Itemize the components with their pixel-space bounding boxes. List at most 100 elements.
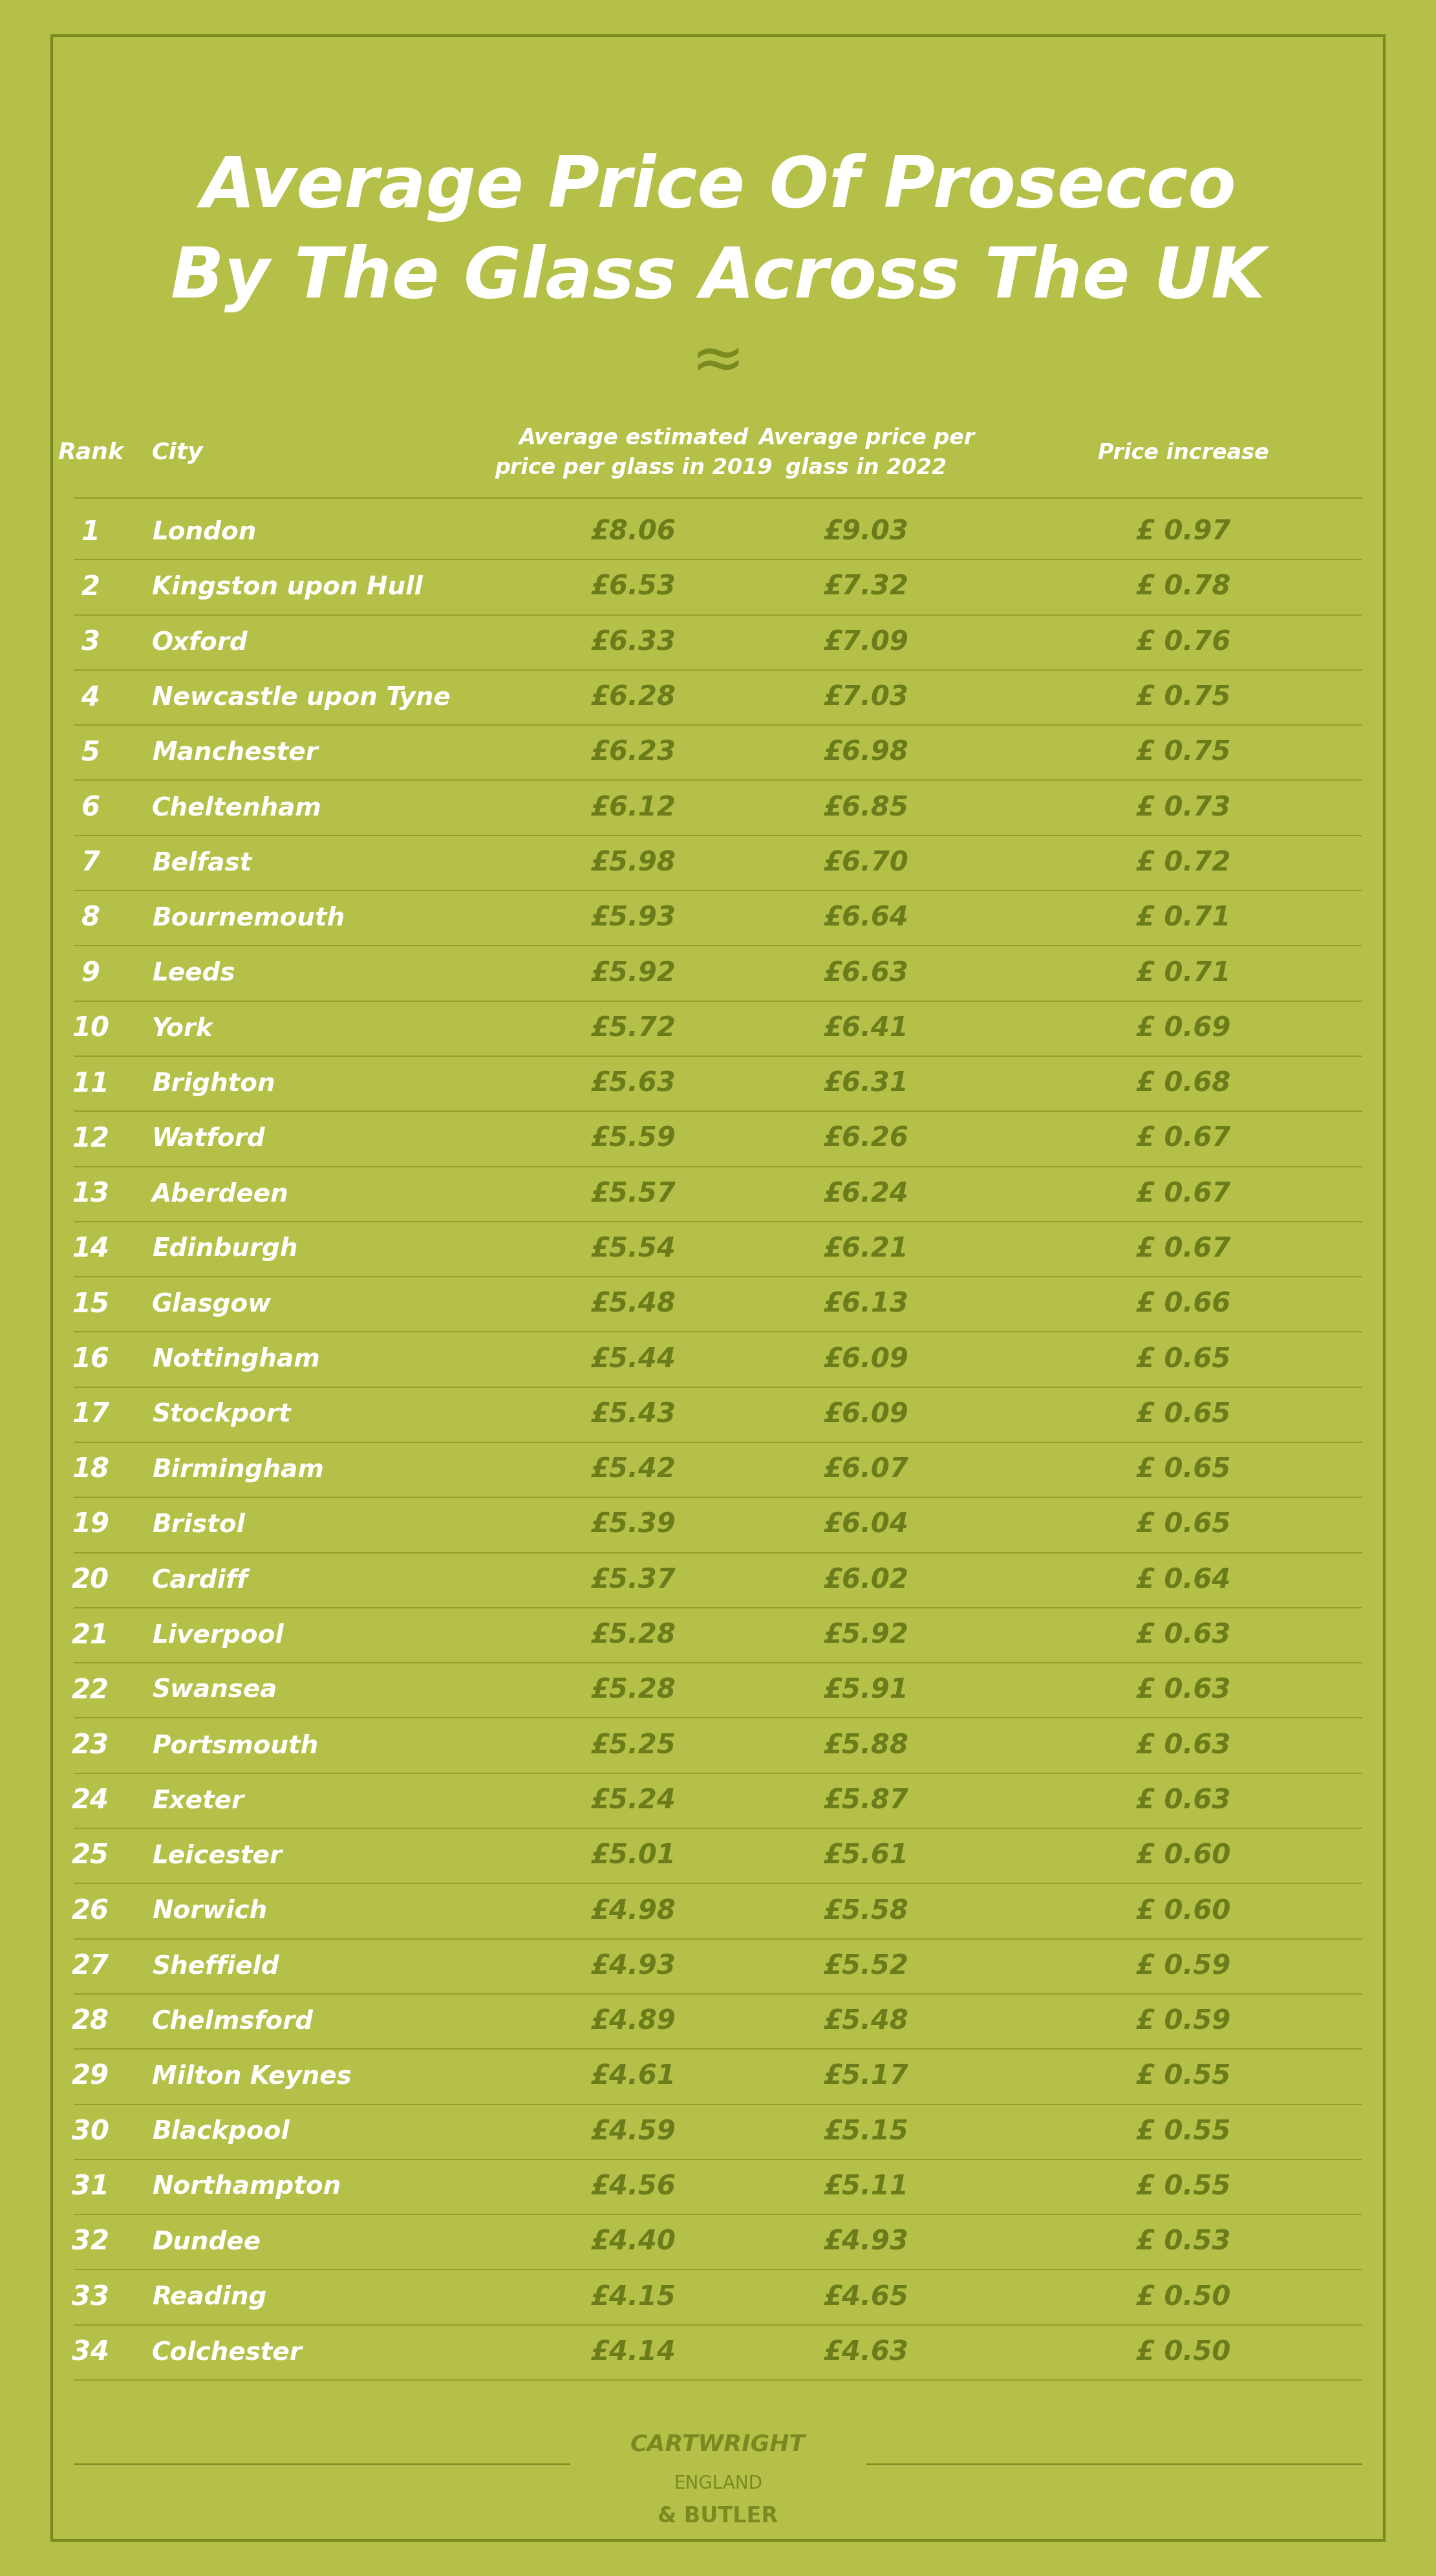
Text: £ 0.66: £ 0.66 bbox=[1136, 1291, 1231, 1319]
Text: 22: 22 bbox=[72, 1677, 109, 1705]
Text: Manchester: Manchester bbox=[152, 739, 317, 765]
Text: 16: 16 bbox=[72, 1345, 109, 1373]
Text: £ 0.78: £ 0.78 bbox=[1136, 574, 1231, 600]
Text: Bristol: Bristol bbox=[152, 1512, 246, 1538]
Text: Stockport: Stockport bbox=[152, 1401, 290, 1427]
Text: Reading: Reading bbox=[152, 2285, 267, 2311]
Text: £4.63: £4.63 bbox=[824, 2339, 909, 2365]
Text: 8: 8 bbox=[82, 904, 101, 933]
Text: Liverpool: Liverpool bbox=[152, 1623, 284, 1649]
Text: £5.44: £5.44 bbox=[592, 1345, 676, 1373]
Text: Oxford: Oxford bbox=[152, 631, 248, 654]
Text: £6.63: £6.63 bbox=[824, 961, 909, 987]
Text: £5.98: £5.98 bbox=[592, 850, 676, 876]
Text: £5.93: £5.93 bbox=[592, 904, 676, 933]
Text: £7.32: £7.32 bbox=[824, 574, 909, 600]
Text: £ 0.65: £ 0.65 bbox=[1136, 1345, 1231, 1373]
Text: 18: 18 bbox=[72, 1455, 109, 1484]
Text: Sheffield: Sheffield bbox=[152, 1955, 279, 1978]
Text: £ 0.55: £ 0.55 bbox=[1136, 2117, 1231, 2146]
Text: City: City bbox=[152, 440, 204, 464]
Text: £4.61: £4.61 bbox=[592, 2063, 676, 2089]
Text: Swansea: Swansea bbox=[152, 1677, 277, 1703]
Text: £ 0.67: £ 0.67 bbox=[1136, 1236, 1231, 1262]
Text: £6.09: £6.09 bbox=[824, 1345, 909, 1373]
Text: £4.93: £4.93 bbox=[592, 1953, 676, 1981]
Text: £5.37: £5.37 bbox=[592, 1566, 676, 1595]
Text: £ 0.73: £ 0.73 bbox=[1136, 793, 1231, 822]
Text: CARTWRIGHT: CARTWRIGHT bbox=[630, 2434, 806, 2455]
Text: £6.23: £6.23 bbox=[592, 739, 676, 765]
Text: 30: 30 bbox=[72, 2117, 109, 2146]
Text: 19: 19 bbox=[72, 1512, 109, 1538]
Text: £5.59: £5.59 bbox=[592, 1126, 676, 1151]
Text: £5.61: £5.61 bbox=[824, 1842, 909, 1870]
Text: Bournemouth: Bournemouth bbox=[152, 907, 345, 930]
Text: Colchester: Colchester bbox=[152, 2339, 303, 2365]
Text: Cheltenham: Cheltenham bbox=[152, 796, 322, 819]
Text: £ 0.65: £ 0.65 bbox=[1136, 1455, 1231, 1484]
Text: £ 0.65: £ 0.65 bbox=[1136, 1512, 1231, 1538]
Text: 34: 34 bbox=[72, 2339, 109, 2365]
Text: £5.63: £5.63 bbox=[592, 1069, 676, 1097]
Text: £6.24: £6.24 bbox=[824, 1180, 909, 1208]
Text: 17: 17 bbox=[72, 1401, 109, 1427]
Text: £ 0.71: £ 0.71 bbox=[1136, 961, 1231, 987]
Text: Newcastle upon Tyne: Newcastle upon Tyne bbox=[152, 685, 451, 711]
Text: Watford: Watford bbox=[152, 1126, 266, 1151]
Text: £6.02: £6.02 bbox=[824, 1566, 909, 1595]
Text: £ 0.68: £ 0.68 bbox=[1136, 1069, 1231, 1097]
Text: 10: 10 bbox=[72, 1015, 109, 1043]
Text: £5.39: £5.39 bbox=[592, 1512, 676, 1538]
Text: £6.26: £6.26 bbox=[824, 1126, 909, 1151]
Text: 5: 5 bbox=[82, 739, 101, 765]
Text: 32: 32 bbox=[72, 2228, 109, 2257]
Text: £5.28: £5.28 bbox=[592, 1623, 676, 1649]
Text: £ 0.63: £ 0.63 bbox=[1136, 1731, 1231, 1759]
Text: £5.58: £5.58 bbox=[824, 1899, 909, 1924]
Text: £4.65: £4.65 bbox=[824, 2285, 909, 2311]
Text: & BUTLER: & BUTLER bbox=[658, 2506, 778, 2527]
Text: £7.09: £7.09 bbox=[824, 629, 909, 657]
Text: £ 0.65: £ 0.65 bbox=[1136, 1401, 1231, 1427]
Text: £5.54: £5.54 bbox=[592, 1236, 676, 1262]
Text: £ 0.63: £ 0.63 bbox=[1136, 1623, 1231, 1649]
Text: £5.52: £5.52 bbox=[824, 1953, 909, 1981]
Text: £5.92: £5.92 bbox=[824, 1623, 909, 1649]
Text: 4: 4 bbox=[82, 685, 101, 711]
Text: £6.70: £6.70 bbox=[824, 850, 909, 876]
Text: 14: 14 bbox=[72, 1236, 109, 1262]
Text: 11: 11 bbox=[72, 1069, 109, 1097]
Text: £4.14: £4.14 bbox=[592, 2339, 676, 2365]
Text: Norwich: Norwich bbox=[152, 1899, 267, 1924]
Text: 23: 23 bbox=[72, 1731, 109, 1759]
Text: Average price per
glass in 2022: Average price per glass in 2022 bbox=[758, 428, 975, 479]
Text: £5.43: £5.43 bbox=[592, 1401, 676, 1427]
Text: £4.89: £4.89 bbox=[592, 2007, 676, 2035]
Text: London: London bbox=[152, 520, 256, 544]
Text: £ 0.63: £ 0.63 bbox=[1136, 1677, 1231, 1705]
Text: £6.13: £6.13 bbox=[824, 1291, 909, 1319]
Text: £ 0.72: £ 0.72 bbox=[1136, 850, 1231, 876]
Text: £7.03: £7.03 bbox=[824, 685, 909, 711]
Text: £ 0.67: £ 0.67 bbox=[1136, 1126, 1231, 1151]
Text: Glasgow: Glasgow bbox=[152, 1293, 271, 1316]
Text: £8.06: £8.06 bbox=[592, 518, 676, 546]
Text: Average estimated
price per glass in 2019: Average estimated price per glass in 201… bbox=[495, 428, 773, 479]
Text: 24: 24 bbox=[72, 1788, 109, 1814]
Text: £6.85: £6.85 bbox=[824, 793, 909, 822]
Text: ENGLAND: ENGLAND bbox=[673, 2476, 763, 2494]
Text: Birmingham: Birmingham bbox=[152, 1458, 325, 1481]
Text: £6.33: £6.33 bbox=[592, 629, 676, 657]
Text: By The Glass Across The UK: By The Glass Across The UK bbox=[171, 245, 1265, 312]
Text: 9: 9 bbox=[82, 961, 101, 987]
Text: £ 0.55: £ 0.55 bbox=[1136, 2063, 1231, 2089]
Text: £ 0.64: £ 0.64 bbox=[1136, 1566, 1231, 1595]
Text: £6.41: £6.41 bbox=[824, 1015, 909, 1043]
Text: £4.59: £4.59 bbox=[592, 2117, 676, 2146]
Text: £5.48: £5.48 bbox=[592, 1291, 676, 1319]
Text: £ 0.75: £ 0.75 bbox=[1136, 685, 1231, 711]
Text: Milton Keynes: Milton Keynes bbox=[152, 2063, 352, 2089]
Text: £4.15: £4.15 bbox=[592, 2285, 676, 2311]
Text: 29: 29 bbox=[72, 2063, 109, 2089]
